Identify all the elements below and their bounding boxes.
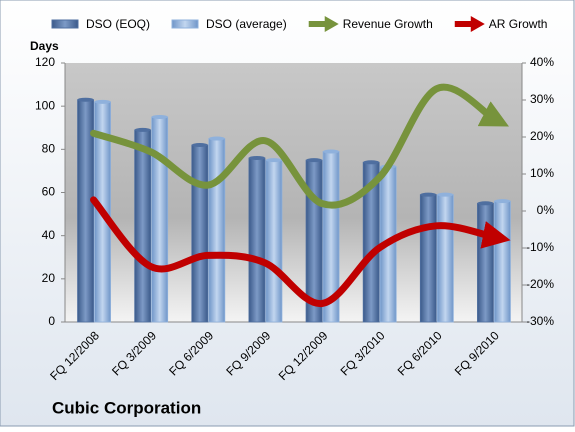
- y-tick-label: 100: [35, 98, 55, 112]
- bar-cap: [134, 127, 151, 132]
- y-tick-label: 120: [35, 55, 55, 69]
- bar-cap: [77, 97, 94, 102]
- bar: [436, 194, 454, 323]
- bar: [134, 129, 152, 323]
- bar-cap: [477, 201, 494, 206]
- legend-arrow: [324, 16, 339, 32]
- line-series: [90, 83, 509, 209]
- bar-cap: [94, 99, 111, 104]
- legend-label: AR Growth: [489, 17, 548, 31]
- legend-label: DSO (average): [206, 17, 287, 31]
- bar: [248, 157, 266, 323]
- legend-label: Revenue Growth: [343, 17, 433, 31]
- legend-arrow: [470, 16, 485, 32]
- y-tick-label: 20: [42, 271, 56, 285]
- bar: [191, 144, 209, 323]
- bar-cap: [151, 114, 168, 119]
- y-tick-label: 60: [42, 185, 56, 199]
- y2-tick-label: 20%: [530, 129, 554, 143]
- bar-cap: [208, 136, 225, 141]
- bar-cap: [265, 158, 282, 163]
- bar-cap: [191, 143, 208, 148]
- bar-cap: [420, 192, 437, 197]
- y-tick-label: 40: [42, 228, 56, 242]
- bar-cap: [437, 192, 454, 197]
- y-tick-label: 80: [42, 142, 56, 156]
- y2-tick-label: 30%: [530, 92, 554, 106]
- bar-cap: [323, 149, 340, 154]
- y-axis-label: Days: [30, 39, 59, 53]
- bar: [419, 194, 437, 323]
- y2-tick-label: 40%: [530, 55, 554, 69]
- legend-swatch: [171, 19, 199, 29]
- chart-title: Cubic Corporation: [52, 398, 201, 417]
- legend-label: DSO (EOQ): [86, 17, 150, 31]
- y2-tick-label: -10%: [526, 240, 554, 254]
- y2-tick-label: -30%: [526, 314, 554, 328]
- bar: [265, 159, 283, 323]
- legend-swatch: [51, 19, 79, 29]
- bar-cap: [494, 199, 511, 204]
- bar: [208, 138, 226, 323]
- bar-cap: [248, 155, 265, 160]
- bar-cap: [363, 160, 380, 165]
- y2-tick-label: 0%: [537, 203, 555, 217]
- line-series: [90, 196, 511, 307]
- bar: [494, 200, 511, 323]
- y2-tick-label: -20%: [526, 277, 554, 291]
- bar-cap: [306, 158, 323, 163]
- y-tick-label: 0: [48, 314, 55, 328]
- bar: [477, 202, 494, 323]
- y2-tick-label: 10%: [530, 166, 554, 180]
- bar: [151, 116, 169, 323]
